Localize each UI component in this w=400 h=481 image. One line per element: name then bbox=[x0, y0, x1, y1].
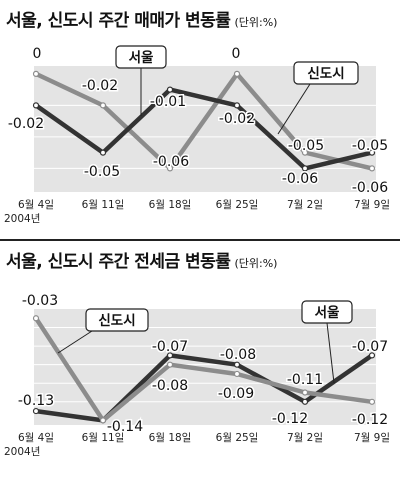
x-tick-label: 7월 9일 bbox=[354, 198, 390, 211]
data-label: -0.11 bbox=[287, 372, 323, 388]
data-label: -0.06 bbox=[352, 180, 388, 196]
jeonse-chart: 6월 4일 6월 11일 6월 18일 6월 25일 7월 2일 7월 9일 2004년 -0… bbox=[4, 292, 390, 459]
data-point bbox=[233, 370, 241, 378]
x-tick-label: 6월 11일 bbox=[82, 198, 125, 211]
unit-label: (단위:%) bbox=[234, 16, 278, 29]
unit-label: (단위:%) bbox=[234, 257, 278, 270]
x-tick-label: 6월 4일 bbox=[18, 198, 54, 211]
data-label: -0.08 bbox=[220, 347, 256, 363]
data-label: -0.13 bbox=[18, 393, 54, 409]
legend-label: 신도시 bbox=[98, 313, 135, 329]
x-tick-label: 6월 18일 bbox=[149, 431, 192, 444]
sale-price-chart: 6월 4일 6월 11일 6월 18일 6월 25일 7월 2일 7월 9일 2004년 0 -… bbox=[4, 45, 390, 226]
data-label: -0.06 bbox=[282, 171, 318, 187]
data-label: -0.01 bbox=[150, 94, 186, 110]
data-point bbox=[99, 417, 107, 424]
legend-leader-line bbox=[277, 83, 311, 135]
data-point bbox=[32, 315, 40, 322]
legend-box bbox=[115, 45, 167, 69]
data-point bbox=[368, 352, 376, 359]
data-label: -0.12 bbox=[272, 411, 308, 427]
legend-label: 신도시 bbox=[307, 66, 344, 82]
data-point bbox=[166, 165, 174, 172]
x-tick-label: 6월 25일 bbox=[216, 198, 259, 211]
data-point bbox=[301, 165, 309, 172]
data-label: -0.03 bbox=[22, 293, 58, 309]
series-line-newtown bbox=[33, 316, 375, 423]
year-label: 2004년 bbox=[4, 213, 40, 225]
data-label: -0.09 bbox=[218, 386, 254, 402]
legend-box bbox=[293, 61, 359, 85]
x-tick-label: 6월 25일 bbox=[216, 431, 259, 444]
data-label: 0 bbox=[33, 46, 42, 62]
data-point bbox=[233, 70, 241, 77]
data-point bbox=[301, 149, 309, 156]
data-point bbox=[233, 102, 241, 109]
chart-panel-sale-price: 서울, 신도시 주간 매매가 변동률 (단위:%) 6월 4일 6월 11일 6월 1… bbox=[0, 0, 400, 241]
data-point bbox=[99, 149, 107, 156]
legend-box bbox=[85, 308, 149, 332]
data-point bbox=[32, 70, 40, 77]
data-label: 0 bbox=[232, 46, 241, 62]
plot-area bbox=[34, 309, 376, 425]
data-label: -0.02 bbox=[219, 111, 255, 127]
series-line-seoul bbox=[33, 71, 375, 171]
legend-label: 서울 bbox=[315, 304, 340, 321]
year-label: 2004년 bbox=[4, 446, 40, 458]
data-point bbox=[368, 398, 376, 405]
panel-divider bbox=[0, 239, 400, 241]
data-label: -0.07 bbox=[152, 339, 188, 355]
data-label: -0.06 bbox=[153, 154, 189, 170]
legend-label: 서울 bbox=[129, 49, 154, 66]
data-point bbox=[368, 165, 376, 172]
chart-title-row: 서울, 신도시 주간 전세금 변동률 (단위:%) bbox=[6, 247, 277, 272]
x-tick-label: 6월 18일 bbox=[149, 198, 192, 211]
data-point bbox=[32, 102, 40, 109]
data-label: -0.12 bbox=[352, 412, 388, 428]
legend-box bbox=[301, 300, 353, 324]
data-label: -0.02 bbox=[8, 116, 44, 132]
data-point bbox=[99, 102, 107, 109]
legend-leader-line bbox=[57, 330, 93, 354]
chart-panel-jeonse: 서울, 신도시 주간 전세금 변동률 (단위:%) 6월 4일 6월 11일 6월 1… bbox=[0, 241, 400, 481]
x-tick-label: 7월 2일 bbox=[287, 198, 323, 211]
data-point bbox=[166, 86, 174, 93]
data-point bbox=[166, 361, 174, 368]
x-tick-label: 6월 11일 bbox=[82, 431, 125, 444]
data-point bbox=[368, 149, 376, 156]
series-line-newtown bbox=[33, 87, 375, 171]
data-label: -0.05 bbox=[84, 164, 120, 180]
data-point bbox=[32, 407, 40, 415]
data-label: -0.14 bbox=[107, 419, 143, 435]
data-label: -0.08 bbox=[152, 378, 188, 394]
x-tick-label: 7월 2일 bbox=[287, 431, 323, 444]
plot-area bbox=[34, 66, 376, 192]
data-point bbox=[301, 398, 309, 405]
data-point bbox=[301, 389, 309, 396]
data-label: -0.07 bbox=[352, 339, 388, 355]
data-label: -0.05 bbox=[288, 138, 324, 154]
chart-title: 서울, 신도시 주간 전세금 변동률 bbox=[6, 252, 231, 272]
data-point bbox=[233, 361, 241, 368]
x-tick-label: 6월 4일 bbox=[18, 431, 54, 444]
legend-leader-line bbox=[326, 322, 335, 384]
data-point bbox=[166, 352, 174, 359]
data-label: -0.02 bbox=[82, 78, 118, 94]
x-tick-label: 7월 9일 bbox=[354, 431, 390, 444]
chart-title: 서울, 신도시 주간 매매가 변동률 bbox=[6, 11, 231, 31]
data-label: -0.05 bbox=[352, 138, 388, 154]
chart-title-row: 서울, 신도시 주간 매매가 변동률 (단위:%) bbox=[6, 6, 277, 31]
